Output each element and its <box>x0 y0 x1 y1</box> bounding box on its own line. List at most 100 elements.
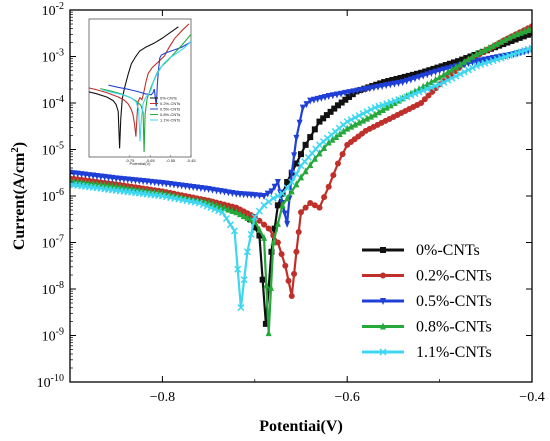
data-point <box>247 230 255 238</box>
legend: 0%-CNTs 0.2%-CNTs 0.5%-CNTs 0.8%-CNTs 1.1%-C… <box>362 242 492 361</box>
data-point <box>457 60 464 68</box>
data-point <box>284 179 291 186</box>
data-point <box>387 98 395 106</box>
data-point <box>446 60 453 67</box>
legend-label: 0.5%-CNTs <box>416 293 492 310</box>
data-point <box>269 194 277 202</box>
series-1.1%-CNTs <box>70 44 532 312</box>
data-point <box>298 209 304 216</box>
data-point <box>195 199 203 207</box>
data-point <box>371 110 378 118</box>
inset-legend-label: 0.8%-CNTs <box>160 112 180 117</box>
data-point <box>481 59 489 67</box>
data-point <box>485 58 493 66</box>
data-point <box>399 94 407 102</box>
data-point <box>427 83 435 92</box>
data-point <box>307 199 314 206</box>
data-point <box>203 202 211 210</box>
y-tick-label: 10-6 <box>42 187 64 205</box>
legend-entry: 0.5%-CNTs <box>362 293 492 310</box>
data-point <box>267 283 274 291</box>
data-point <box>438 63 445 70</box>
data-point <box>310 96 317 104</box>
legend-label: 0%-CNTs <box>416 242 480 259</box>
data-point <box>342 96 349 103</box>
data-point <box>485 43 492 51</box>
data-point <box>448 74 456 82</box>
data-point <box>256 225 263 233</box>
data-point <box>508 38 515 44</box>
data-point <box>473 62 481 70</box>
data-point <box>381 79 388 86</box>
data-point <box>501 53 509 61</box>
y-tick-label: 10-3 <box>42 48 64 66</box>
y-tick-label: 10-5 <box>42 141 64 159</box>
data-point <box>291 270 298 277</box>
data-point <box>311 126 318 133</box>
data-point <box>379 105 386 113</box>
inset-x-tick-label: -0.45 <box>186 158 196 163</box>
data-point <box>469 59 476 67</box>
data-point <box>293 134 300 142</box>
data-point <box>226 221 234 229</box>
data-point <box>285 277 292 284</box>
data-point <box>418 100 425 106</box>
data-point <box>423 85 431 93</box>
data-point <box>346 93 353 100</box>
data-point <box>229 206 236 214</box>
data-point <box>303 101 310 109</box>
data-point <box>497 54 505 62</box>
data-point <box>506 33 513 41</box>
inset-series-line <box>108 41 191 107</box>
data-point <box>302 167 309 175</box>
data-point <box>420 72 427 80</box>
legend-label: 0.2%-CNTs <box>416 268 492 285</box>
data-point <box>355 112 363 120</box>
data-point <box>460 68 468 76</box>
data-point <box>464 66 472 74</box>
data-point <box>367 112 374 120</box>
data-point <box>489 57 497 65</box>
data-point <box>395 96 403 104</box>
data-point <box>307 97 314 105</box>
data-point <box>425 92 432 99</box>
data-point <box>393 75 400 82</box>
data-point <box>240 211 247 219</box>
data-point <box>333 91 340 99</box>
data-point <box>233 208 240 216</box>
data-point <box>340 127 347 135</box>
data-point <box>331 105 338 112</box>
data-point <box>343 118 351 126</box>
data-point <box>222 214 230 223</box>
data-point <box>477 60 485 69</box>
data-point <box>414 70 421 77</box>
data-point <box>322 93 329 101</box>
data-point <box>338 99 345 106</box>
data-point <box>307 161 314 168</box>
data-point <box>395 79 402 87</box>
data-point <box>329 135 336 143</box>
data-point <box>293 180 300 188</box>
data-point <box>465 55 472 63</box>
data-point <box>360 116 367 124</box>
data-point <box>481 56 488 64</box>
data-point <box>494 39 501 47</box>
data-point <box>320 115 327 122</box>
data-point <box>520 33 527 40</box>
data-point <box>218 208 226 216</box>
data-point <box>419 87 427 95</box>
data-point <box>450 59 457 66</box>
inset-legend-entry: 0.2%-CNTs <box>150 101 180 106</box>
data-point <box>379 101 387 109</box>
data-point <box>284 194 291 202</box>
inset-legend-label: 0.2%-CNTs <box>160 101 180 106</box>
data-point <box>325 138 332 146</box>
inset-legend-label: 0.5%-CNTs <box>160 107 180 112</box>
data-point <box>265 329 272 337</box>
data-point <box>387 81 394 89</box>
data-point <box>243 248 251 256</box>
data-point <box>420 82 427 90</box>
data-point <box>436 73 443 81</box>
data-point <box>473 50 480 58</box>
data-point <box>251 224 258 231</box>
